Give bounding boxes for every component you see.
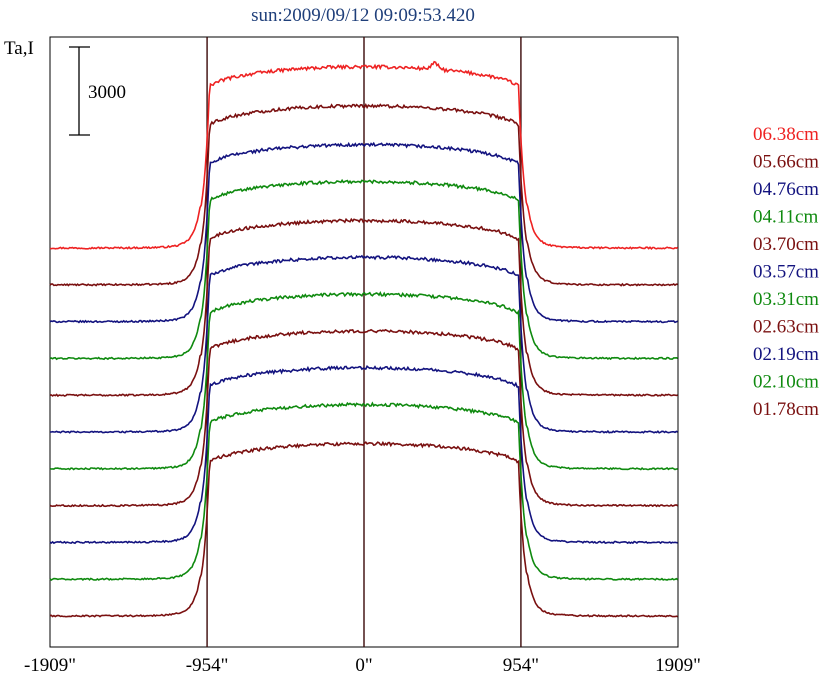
legend-entry: 02.63cm [753, 317, 819, 338]
legend-entry: 04.11cm [753, 207, 818, 228]
legend-entry: 03.70cm [753, 234, 819, 255]
legend-entry: 02.19cm [753, 344, 819, 365]
series-line-04.11cm [49, 178, 678, 361]
series-line-05.66cm [49, 103, 678, 287]
x-tick-label: 954" [503, 655, 539, 676]
legend-entry: 03.57cm [753, 262, 819, 283]
center-limb-lines [206, 37, 522, 647]
series-group [49, 60, 679, 618]
legend-entry: 01.78cm [753, 399, 819, 420]
scale-bar: 3000 [69, 46, 126, 136]
x-tick-label: 1909" [655, 655, 701, 676]
x-tick-label: -1909" [24, 655, 76, 676]
y-axis-label: Ta,I [4, 38, 34, 59]
series-line-06.38cm [49, 60, 679, 250]
series-line-02.19cm [49, 365, 678, 545]
chart-title: sun:2009/09/12 09:09:53.420 [251, 5, 475, 26]
scale-bar-label: 3000 [88, 82, 126, 103]
legend: 06.38cm 05.66cm 04.76cm 04.11cm 03.70cm 03.57… [753, 124, 819, 420]
series-line-02.63cm [49, 328, 679, 508]
legend-entry: 04.76cm [753, 179, 819, 200]
series-line-02.10cm [49, 401, 679, 581]
legend-entry: 05.66cm [753, 152, 819, 173]
x-tick-label: -954" [186, 655, 229, 676]
series-line-03.31cm [49, 291, 678, 471]
legend-entry: 02.10cm [753, 372, 819, 393]
x-tick-label: 0" [355, 655, 372, 676]
series-line-03.57cm [50, 254, 679, 434]
series-line-04.76cm [49, 141, 678, 324]
legend-entry: 06.38cm [753, 124, 819, 145]
x-tick-labels: -1909" -954" 0" 954" 1909" [24, 655, 701, 676]
series-line-01.78cm [49, 440, 678, 618]
series-line-03.70cm [49, 217, 678, 398]
legend-entry: 03.31cm [753, 289, 819, 310]
